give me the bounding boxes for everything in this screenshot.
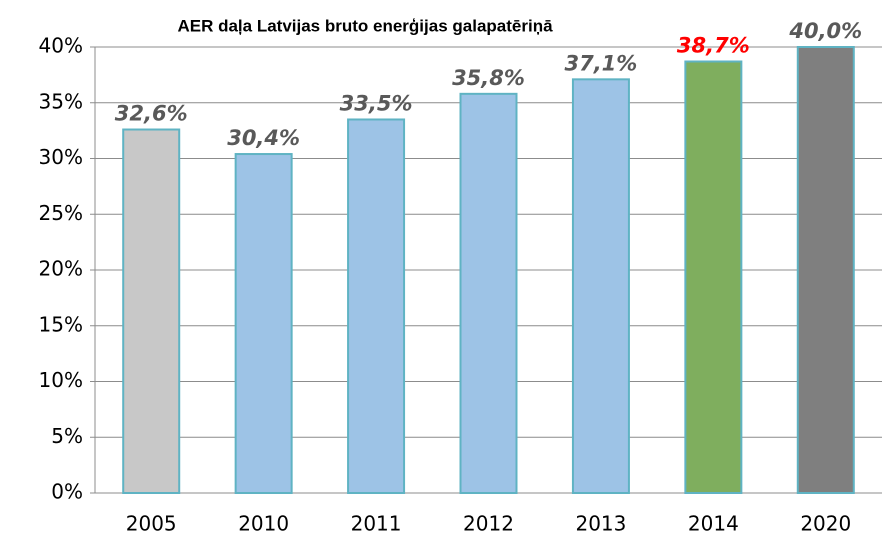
y-tick-label: 35%: [39, 89, 83, 113]
chart-title: AER daļa Latvijas bruto enerģijas galapa…: [177, 16, 553, 35]
x-tick-label: 2010: [238, 512, 289, 536]
bar: [798, 47, 854, 493]
bar: [348, 119, 404, 493]
x-tick-label: 2011: [351, 512, 402, 536]
value-label: 38,7%: [677, 33, 750, 57]
bar: [685, 61, 741, 493]
x-tick-label: 2014: [688, 512, 739, 536]
bar: [573, 79, 629, 493]
y-tick-label: 25%: [39, 201, 83, 225]
x-tick-label: 2005: [126, 512, 177, 536]
y-tick-label: 10%: [39, 368, 83, 392]
x-tick-label: 2012: [463, 512, 514, 536]
bar: [236, 154, 292, 493]
value-label: 37,1%: [564, 51, 637, 75]
y-tick-label: 5%: [51, 424, 83, 448]
x-tick-label: 2013: [575, 512, 626, 536]
y-tick-label: 30%: [39, 145, 83, 169]
bar: [461, 94, 517, 493]
value-label: 33,5%: [340, 91, 413, 115]
y-tick-label: 0%: [51, 480, 83, 504]
value-label: 40,0%: [788, 19, 862, 43]
value-label: 32,6%: [115, 102, 188, 126]
y-tick-label: 15%: [39, 312, 83, 336]
bar: [123, 130, 179, 493]
chart: AER daļa Latvijas bruto enerģijas galapa…: [0, 0, 886, 538]
value-label: 30,4%: [227, 126, 300, 150]
y-tick-label: 20%: [39, 257, 83, 281]
value-label: 35,8%: [452, 66, 525, 90]
y-tick-label: 40%: [39, 34, 83, 58]
x-tick-label: 2020: [800, 512, 851, 536]
